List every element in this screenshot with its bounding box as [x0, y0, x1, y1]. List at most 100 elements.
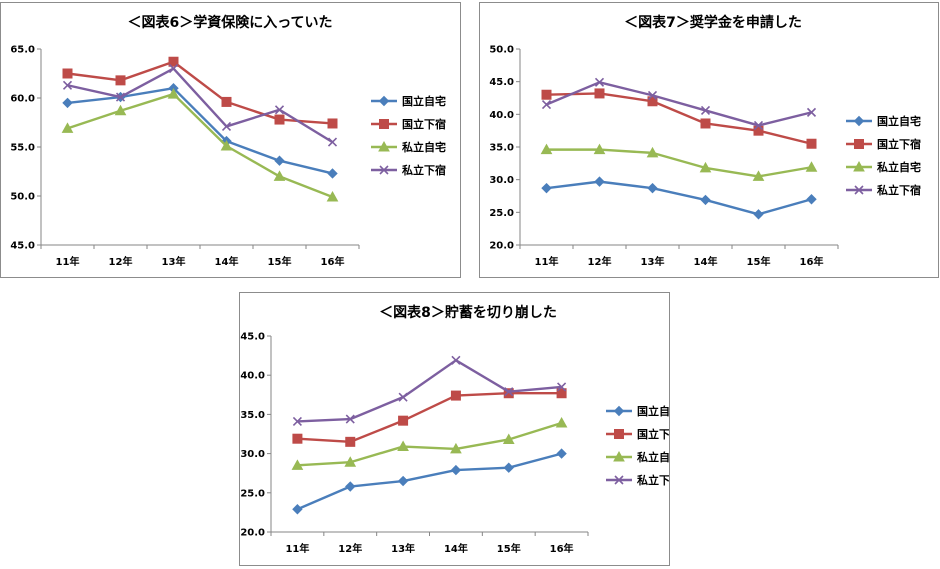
y-tick-label: 45.0 — [240, 332, 265, 343]
data-point — [451, 355, 461, 365]
data-point — [292, 433, 303, 444]
data-point — [327, 118, 338, 129]
data-point — [540, 143, 553, 155]
chart-7-svg: ＜図表7＞奨学金を申請した 20.0 25.0 30.0 35.0 40.0 45.0 50… — [489, 14, 921, 268]
y-tick-label: 45.0 — [489, 77, 514, 88]
chart-panel-7: ＜図表7＞奨学金を申請した 20.0 25.0 30.0 35.0 40.0 45.0 50… — [479, 2, 939, 278]
data-point — [806, 107, 817, 117]
x-tick-label: 13年 — [391, 542, 415, 555]
series-line — [297, 392, 562, 444]
x-tick-label: 14年 — [444, 542, 468, 555]
data-point — [450, 464, 462, 476]
x-tick-label: 15年 — [497, 542, 521, 555]
y-tick-label: 25.0 — [240, 488, 265, 499]
y-tick-label: 40.0 — [240, 371, 265, 382]
x-tick-label: 14年 — [215, 255, 239, 268]
data-point — [503, 388, 514, 399]
data-point — [503, 462, 514, 473]
data-point — [753, 209, 764, 220]
data-point — [502, 433, 515, 444]
data-point — [699, 161, 712, 173]
y-tick-label: 30.0 — [489, 175, 514, 186]
y-tick-label: 50.0 — [489, 45, 514, 56]
data-point — [555, 416, 568, 428]
data-point — [220, 139, 233, 151]
y-tick-label: 30.0 — [240, 449, 265, 460]
series-2 — [62, 56, 338, 129]
data-point — [753, 120, 764, 131]
y-tick-label: 55.0 — [10, 143, 35, 154]
data-point — [291, 459, 304, 470]
y-tick-label: 35.0 — [489, 143, 514, 154]
data-point — [345, 436, 356, 447]
legend-label: 国立下宿 — [637, 427, 669, 441]
legend-marker — [614, 475, 624, 485]
legend-label: 国立自宅 — [402, 94, 446, 108]
data-point — [344, 456, 357, 467]
data-point — [168, 56, 179, 67]
data-point — [594, 88, 605, 99]
data-point — [397, 440, 409, 452]
data-point — [557, 382, 567, 392]
series-line — [546, 81, 812, 127]
data-point — [556, 388, 567, 399]
data-point — [345, 414, 355, 424]
data-point — [594, 77, 605, 87]
data-point — [806, 138, 817, 149]
chart-title: ＜図表6＞学資保険に入っていた — [127, 14, 332, 31]
data-point — [292, 416, 302, 427]
legend-label: 国立下宿 — [402, 117, 446, 131]
chart-8-svg: ＜図表8＞貯蓄を切り崩した 20.0 25.0 30.0 35.0 40.0 45.0 11… — [240, 304, 669, 555]
series-4 — [62, 64, 338, 147]
x-tick-label: 13年 — [162, 255, 186, 268]
series-line — [67, 86, 333, 175]
legend-item: 国立下宿 — [606, 427, 669, 441]
data-point — [62, 97, 73, 109]
data-point — [62, 68, 73, 79]
legend-label: 国立自宅 — [637, 404, 669, 418]
data-point — [700, 194, 711, 206]
y-tick-label: 60.0 — [10, 94, 35, 105]
series-4 — [541, 77, 817, 131]
data-point — [541, 99, 552, 110]
data-point — [752, 170, 765, 181]
series-line — [297, 359, 562, 423]
data-point — [398, 415, 409, 426]
legend-label: 国立自宅 — [877, 114, 921, 128]
data-point — [593, 143, 606, 155]
x-tick-label: 16年 — [321, 255, 345, 268]
data-point — [273, 170, 286, 181]
data-point — [274, 114, 285, 125]
data-point — [700, 105, 711, 115]
x-tick-label: 11年 — [56, 255, 80, 268]
data-point — [115, 75, 126, 86]
legend-marker — [854, 139, 864, 149]
data-point — [647, 182, 658, 194]
y-tick-label: 20.0 — [489, 241, 514, 252]
x-tick-label: 16年 — [800, 255, 824, 268]
data-point — [61, 122, 74, 133]
legend-marker — [379, 119, 389, 129]
chart-6-svg: ＜図表6＞学資保険に入っていた 45.0 50.0 55.0 60.0 65.0 11年 1… — [10, 14, 446, 268]
data-point — [327, 137, 338, 147]
data-point — [504, 387, 514, 397]
data-point — [397, 475, 409, 487]
x-tick-label: 12年 — [109, 255, 133, 268]
legend-marker — [378, 95, 390, 107]
y-tick-label: 40.0 — [489, 110, 514, 121]
series-2 — [541, 88, 817, 149]
x-tick-label: 11年 — [285, 542, 309, 555]
data-point — [292, 504, 303, 515]
legend-item: 国立下宿 — [846, 137, 921, 151]
series-3 — [291, 416, 568, 470]
data-point — [450, 390, 461, 401]
data-point — [541, 89, 552, 100]
series-1 — [62, 82, 338, 179]
legend-item: 私立下宿 — [606, 473, 669, 487]
data-point — [115, 92, 126, 102]
data-point — [646, 146, 659, 158]
legend-marker — [853, 160, 865, 172]
series-1 — [292, 448, 567, 515]
data-point — [114, 104, 127, 116]
